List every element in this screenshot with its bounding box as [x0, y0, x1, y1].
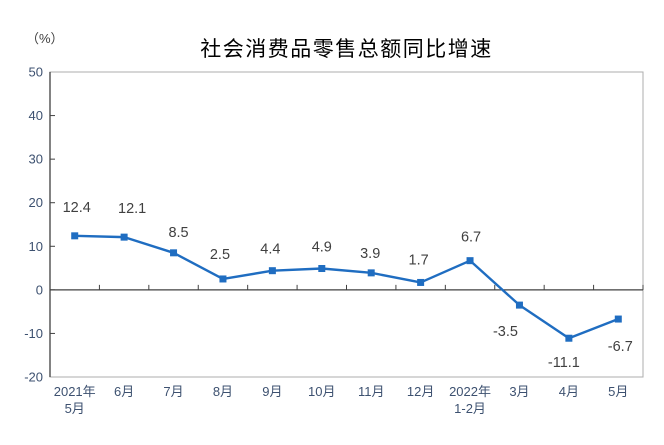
data-label: 8.5 [168, 225, 188, 241]
series-line [73, 234, 620, 340]
y-tick-label: 40 [29, 108, 43, 123]
data-point [318, 265, 326, 273]
y-tick-label: -10 [24, 326, 43, 341]
y-tick-label: 30 [29, 152, 43, 167]
data-label: -11.1 [548, 355, 580, 371]
data-label: 3.9 [360, 246, 380, 262]
y-tick-label: 20 [29, 195, 43, 210]
x-axis-label: 8月 [213, 384, 233, 399]
y-tick-label: 10 [29, 239, 43, 254]
data-label: 12.4 [63, 200, 91, 216]
data-point [417, 278, 425, 286]
x-axis-label: 3月 [509, 384, 529, 399]
data-label: 2.5 [210, 247, 230, 263]
data-label: -3.5 [493, 324, 518, 340]
data-point [219, 275, 227, 283]
y-tick-label: -20 [24, 370, 43, 385]
x-axis-label: 10月 [308, 384, 335, 399]
data-label: -6.7 [608, 339, 633, 355]
data-label: 1.7 [409, 252, 429, 268]
data-point [565, 334, 573, 342]
data-point [71, 232, 79, 240]
x-axis-label: 2021年 5月 [54, 384, 96, 416]
data-point [614, 315, 622, 323]
y-axis-unit-label: （%） [26, 31, 64, 46]
plot-area-frame [49, 71, 644, 378]
x-axis-label: 4月 [559, 384, 579, 399]
x-axis-label: 12月 [407, 384, 434, 399]
data-point [268, 267, 276, 275]
chart-title: 社会消费品零售总额同比增速 [200, 38, 493, 61]
x-axis-label: 5月 [608, 384, 628, 399]
data-point [367, 269, 375, 277]
data-point [120, 233, 128, 241]
data-label: 4.4 [260, 242, 280, 258]
x-axis-label: 2022年 1-2月 [449, 384, 491, 416]
x-axis-label: 7月 [163, 384, 183, 399]
data-point [466, 257, 474, 265]
data-label: 6.7 [461, 230, 481, 246]
data-point [170, 249, 178, 257]
x-axis-label: 11月 [358, 384, 385, 399]
y-tick-label: 0 [36, 282, 43, 297]
data-label: 12.1 [118, 201, 146, 217]
data-point [515, 301, 523, 309]
data-label: 4.9 [312, 240, 332, 256]
x-axis-label: 6月 [114, 384, 134, 399]
x-axis-label: 9月 [262, 384, 282, 399]
y-tick-label: 50 [29, 65, 43, 80]
